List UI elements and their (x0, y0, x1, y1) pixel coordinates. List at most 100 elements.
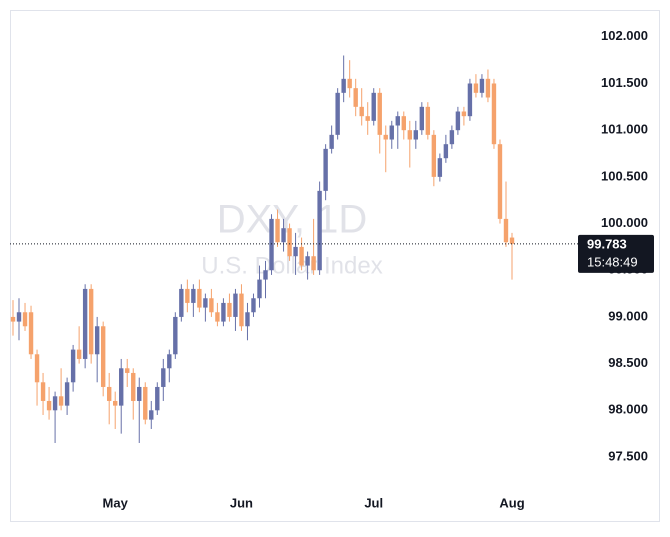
last-time-label: 15:48:49 (587, 254, 638, 269)
candle-body (46, 400, 52, 411)
candle-body (40, 382, 46, 401)
x-tick-label: May (103, 495, 129, 510)
candle-body (437, 158, 443, 177)
candle-body (70, 349, 76, 383)
candle-body (329, 134, 334, 149)
candle-body (461, 111, 467, 117)
y-tick-label: 97.500 (608, 448, 648, 463)
candle-body (10, 316, 16, 322)
candle-body (251, 298, 256, 313)
candle-body (287, 228, 292, 257)
candle-body (281, 228, 286, 243)
candle-body (269, 218, 274, 271)
x-tick-label: Aug (499, 495, 524, 510)
candle-body (389, 125, 394, 140)
candle-body (317, 190, 322, 271)
candle-body (263, 270, 268, 280)
candle-body (293, 246, 298, 257)
candle-body (58, 396, 64, 406)
candle-body (106, 386, 112, 401)
candle-body (52, 396, 58, 411)
y-tick-label: 100.000 (601, 215, 648, 230)
candle-body (257, 279, 262, 299)
y-tick-label: 101.500 (601, 75, 648, 90)
candle-body (479, 78, 485, 93)
candle-body (131, 372, 136, 401)
candle-body (371, 92, 376, 121)
candle-body (365, 116, 370, 121)
candle-body (467, 83, 473, 117)
candle-body (377, 92, 382, 135)
candle-body (407, 130, 412, 140)
candle-body (197, 288, 202, 308)
candle-body (155, 386, 160, 411)
candle-body (82, 288, 88, 359)
y-tick-label: 98.000 (608, 402, 648, 417)
watermark-title: DXY, 1D (217, 198, 367, 242)
candle-body (485, 78, 491, 98)
y-tick-label: 100.500 (601, 168, 648, 183)
candle-body (347, 78, 352, 89)
candle-body (76, 349, 82, 359)
candle-body (413, 130, 419, 140)
candle-body (191, 288, 196, 303)
candle-body (299, 246, 304, 266)
candle-body (509, 237, 515, 244)
candle-body (359, 106, 364, 117)
candle-body (167, 354, 172, 369)
candle-body (22, 312, 28, 327)
candle-body (28, 312, 34, 355)
candle-body (383, 134, 388, 140)
candle-body (425, 106, 431, 135)
candle-body (34, 354, 40, 383)
candle-body (491, 83, 497, 145)
candle-body (94, 326, 100, 355)
candle-body (161, 368, 166, 387)
y-tick-label: 101.000 (601, 122, 648, 137)
candle-body (323, 148, 328, 191)
candle-body (431, 134, 437, 177)
candle-body (473, 83, 479, 93)
candle-body (245, 312, 250, 327)
y-tick-label: 98.500 (608, 355, 648, 370)
candle-body (335, 92, 340, 135)
candle-body (311, 256, 316, 271)
chart-frame (10, 10, 660, 522)
candle-body (227, 302, 232, 317)
candle-body (443, 144, 449, 159)
candle-body (143, 386, 148, 420)
x-tick-label: Jun (230, 495, 253, 510)
candle-body (64, 382, 70, 406)
candle-body (233, 293, 238, 317)
x-tick-label: Jul (364, 495, 383, 510)
y-tick-label: 99.000 (608, 308, 648, 323)
candle-body (305, 256, 310, 266)
candle-body (209, 298, 214, 313)
candle-body (503, 218, 509, 243)
candle-body (113, 400, 118, 406)
candle-body (497, 144, 503, 219)
candle-body (137, 386, 142, 401)
candle-body (341, 78, 346, 93)
candle-body (185, 288, 190, 303)
candle-body (16, 312, 22, 322)
candle-body (395, 116, 400, 126)
candle-body (179, 288, 184, 317)
y-tick-label: 102.000 (601, 28, 648, 43)
candle-body (239, 293, 244, 327)
candle-body (221, 302, 226, 322)
watermark-subtitle: U.S. Dollar Index (201, 252, 382, 279)
candle-body (419, 106, 425, 131)
candle-body (203, 298, 208, 308)
last-price-label: 99.783 (587, 236, 627, 251)
candle-body (173, 316, 178, 355)
candle-body (449, 130, 455, 145)
candle-body (125, 368, 130, 373)
candle-body (455, 111, 461, 131)
candle-body (88, 288, 94, 355)
candle-body (149, 410, 154, 420)
candle-body (215, 312, 220, 322)
candle-body (119, 368, 124, 406)
